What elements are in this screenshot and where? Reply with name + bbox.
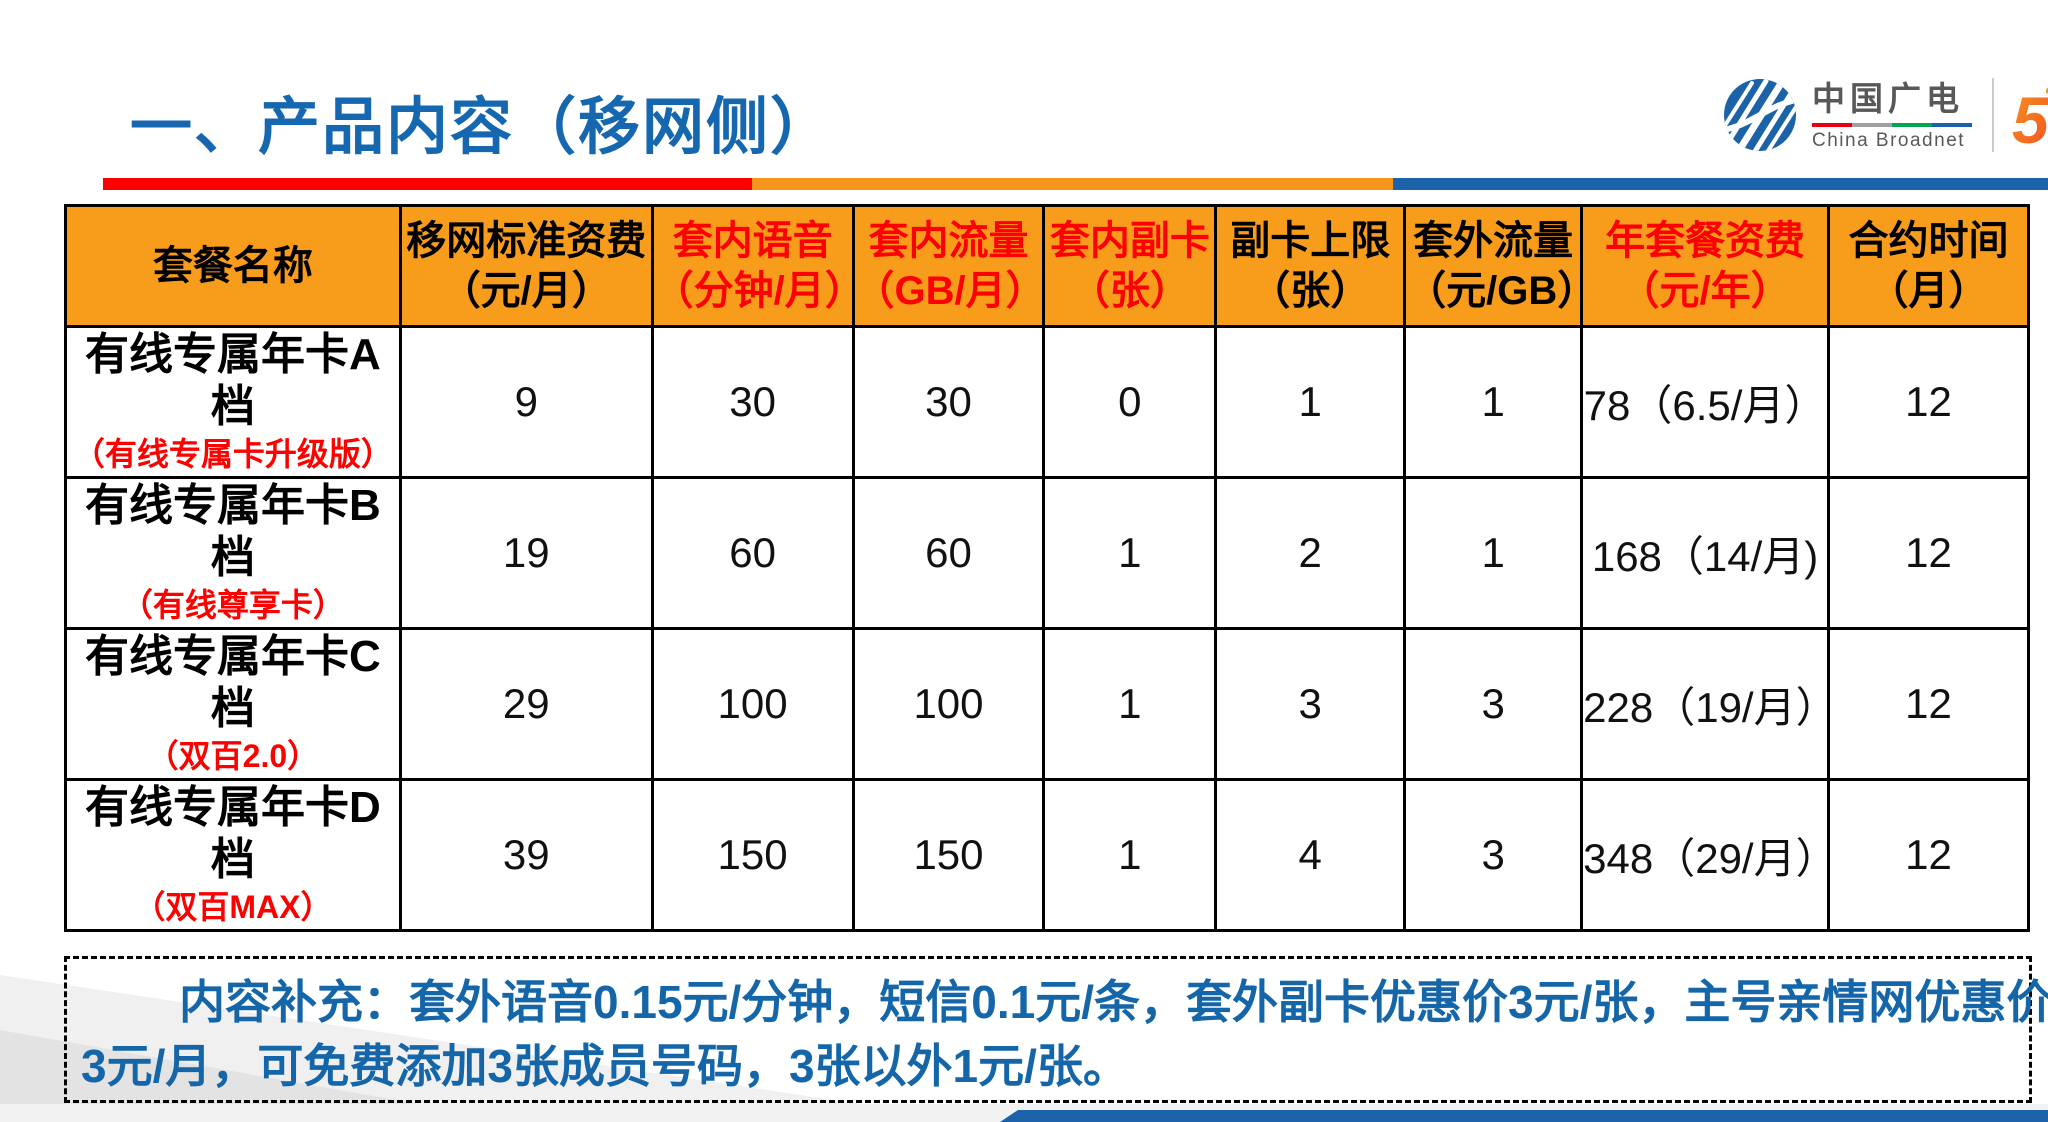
note-line-1: 内容补充：套外语音0.15元/分钟，短信0.1元/条，套外副卡优惠价3元/张，主… bbox=[179, 976, 2048, 1028]
header-cell-sub-card-limit: 副卡上限 （张） bbox=[1214, 204, 1407, 328]
cell-value: 100 bbox=[650, 627, 855, 781]
cell-value: 30 bbox=[650, 325, 855, 479]
cell-value: 12 bbox=[1827, 325, 2030, 479]
cell-value: 60 bbox=[851, 476, 1046, 630]
cell-value: 9 bbox=[398, 325, 654, 479]
cell-value: 1 bbox=[1403, 476, 1584, 630]
logo-tricolor-line bbox=[1812, 122, 1972, 127]
plan-name-cell: 有线专属年卡C档 （双百2.0） bbox=[64, 627, 402, 781]
cell-value: 1 bbox=[1042, 778, 1218, 932]
plan-name-cell: 有线专属年卡D档 （双百MAX） bbox=[64, 778, 402, 932]
cell-value: 0 bbox=[1042, 325, 1218, 479]
cell-value: 60 bbox=[650, 476, 855, 630]
cell-value: 30 bbox=[851, 325, 1046, 479]
tricolor-gray bbox=[1852, 122, 1892, 127]
cell-value: 4 bbox=[1214, 778, 1407, 932]
table-header-row: 套餐名称 移网标准资费 （元/月） 套内语音 （分钟/月） 套内流量 （GB/月） 套… bbox=[64, 204, 2030, 328]
header-cell-contract-time: 合约时间 （月） bbox=[1827, 204, 2030, 328]
page-title: 一、产品内容（移网侧） bbox=[130, 93, 835, 162]
plans-table: 套餐名称 移网标准资费 （元/月） 套内语音 （分钟/月） 套内流量 （GB/月） 套… bbox=[64, 204, 2030, 932]
note-box: 内容补充：套外语音0.15元/分钟，短信0.1元/条，套外副卡优惠价3元/张，主… bbox=[64, 956, 2048, 1103]
tricolor-blue bbox=[1932, 122, 1972, 127]
note-line-2: 3元/月，可免费添加3张成员号码，3张以外1元/张。 bbox=[81, 1040, 1129, 1092]
cell-value: 2 bbox=[1214, 476, 1407, 630]
tricolor-red bbox=[1812, 122, 1852, 127]
cell-value: 3 bbox=[1403, 627, 1584, 781]
footer-bottom-strip bbox=[0, 1104, 2048, 1122]
title-underline-orange bbox=[752, 178, 1393, 190]
plan-name-cell: 有线专属年卡B档 （有线尊享卡） bbox=[64, 476, 402, 630]
plan-row-d: 有线专属年卡D档 （双百MAX） 39 150 150 1 4 3 348（29/… bbox=[64, 778, 2030, 932]
cell-value: 19 bbox=[398, 476, 654, 630]
plan-row-c: 有线专属年卡C档 （双百2.0） 29 100 100 1 3 3 228（19/… bbox=[64, 627, 2030, 781]
cell-value: 3 bbox=[1214, 627, 1407, 781]
logo-text-block: 中国广电 China Broadnet bbox=[1812, 79, 1972, 152]
title-underline-red bbox=[103, 178, 752, 190]
cell-value: 1 bbox=[1403, 325, 1584, 479]
globe-icon bbox=[1724, 79, 1796, 151]
5g-badge-text: 5G bbox=[2012, 83, 2048, 157]
cell-value: 29 bbox=[398, 627, 654, 781]
cell-value: 78（6.5/月） bbox=[1580, 325, 1830, 479]
header-cell-package-name: 套餐名称 bbox=[64, 204, 402, 328]
cell-value: 228（19/月） bbox=[1580, 627, 1838, 781]
title-underline-blue bbox=[1393, 178, 2048, 190]
header-cell-annual-fee: 年套餐资费 （元/年） bbox=[1580, 204, 1830, 328]
plan-row-a: 有线专属年卡A档 （有线专属卡升级版） 9 30 30 0 1 1 78（6.5/… bbox=[64, 325, 2030, 479]
header-cell-standard-fee: 移网标准资费 （元/月） bbox=[398, 204, 654, 328]
cell-value: 1 bbox=[1042, 476, 1218, 630]
cell-value: 100 bbox=[851, 627, 1046, 781]
cell-value: 168（14/月) bbox=[1580, 476, 1830, 630]
cell-value: 1 bbox=[1042, 627, 1218, 781]
cell-value: 12 bbox=[1827, 778, 2030, 932]
cell-value: 150 bbox=[851, 778, 1046, 932]
plan-name-cell: 有线专属年卡A档 （有线专属卡升级版） bbox=[64, 325, 402, 479]
footer-blue-bar bbox=[1000, 1110, 2048, 1122]
header-cell-sub-card: 套内副卡 （张） bbox=[1042, 204, 1218, 328]
cell-value: 12 bbox=[1827, 627, 2030, 781]
cell-value: 12 bbox=[1827, 476, 2030, 630]
cell-value: 348（29/月） bbox=[1580, 778, 1838, 932]
cell-value: 3 bbox=[1403, 778, 1584, 932]
cell-value: 39 bbox=[398, 778, 654, 932]
header-cell-voice: 套内语音 （分钟/月） bbox=[650, 204, 865, 328]
plan-row-b: 有线专属年卡B档 （有线尊享卡） 19 60 60 1 2 1 168（14/月)… bbox=[64, 476, 2030, 630]
logo-separator bbox=[1992, 78, 1994, 152]
header-cell-extra-data: 套外流量 （元/GB） bbox=[1403, 204, 1597, 328]
logo-5g: 5G bbox=[2012, 77, 2048, 153]
tricolor-green bbox=[1892, 122, 1932, 127]
logo-en-text: China Broadnet bbox=[1812, 129, 1966, 151]
cell-value: 150 bbox=[650, 778, 855, 932]
header-cell-data: 套内流量 （GB/月） bbox=[851, 204, 1046, 328]
broadnet-logo: 中国广电 China Broadnet 5G bbox=[1722, 72, 2048, 158]
cell-value: 1 bbox=[1214, 325, 1407, 479]
logo-cn-text: 中国广电 bbox=[1812, 79, 1964, 117]
